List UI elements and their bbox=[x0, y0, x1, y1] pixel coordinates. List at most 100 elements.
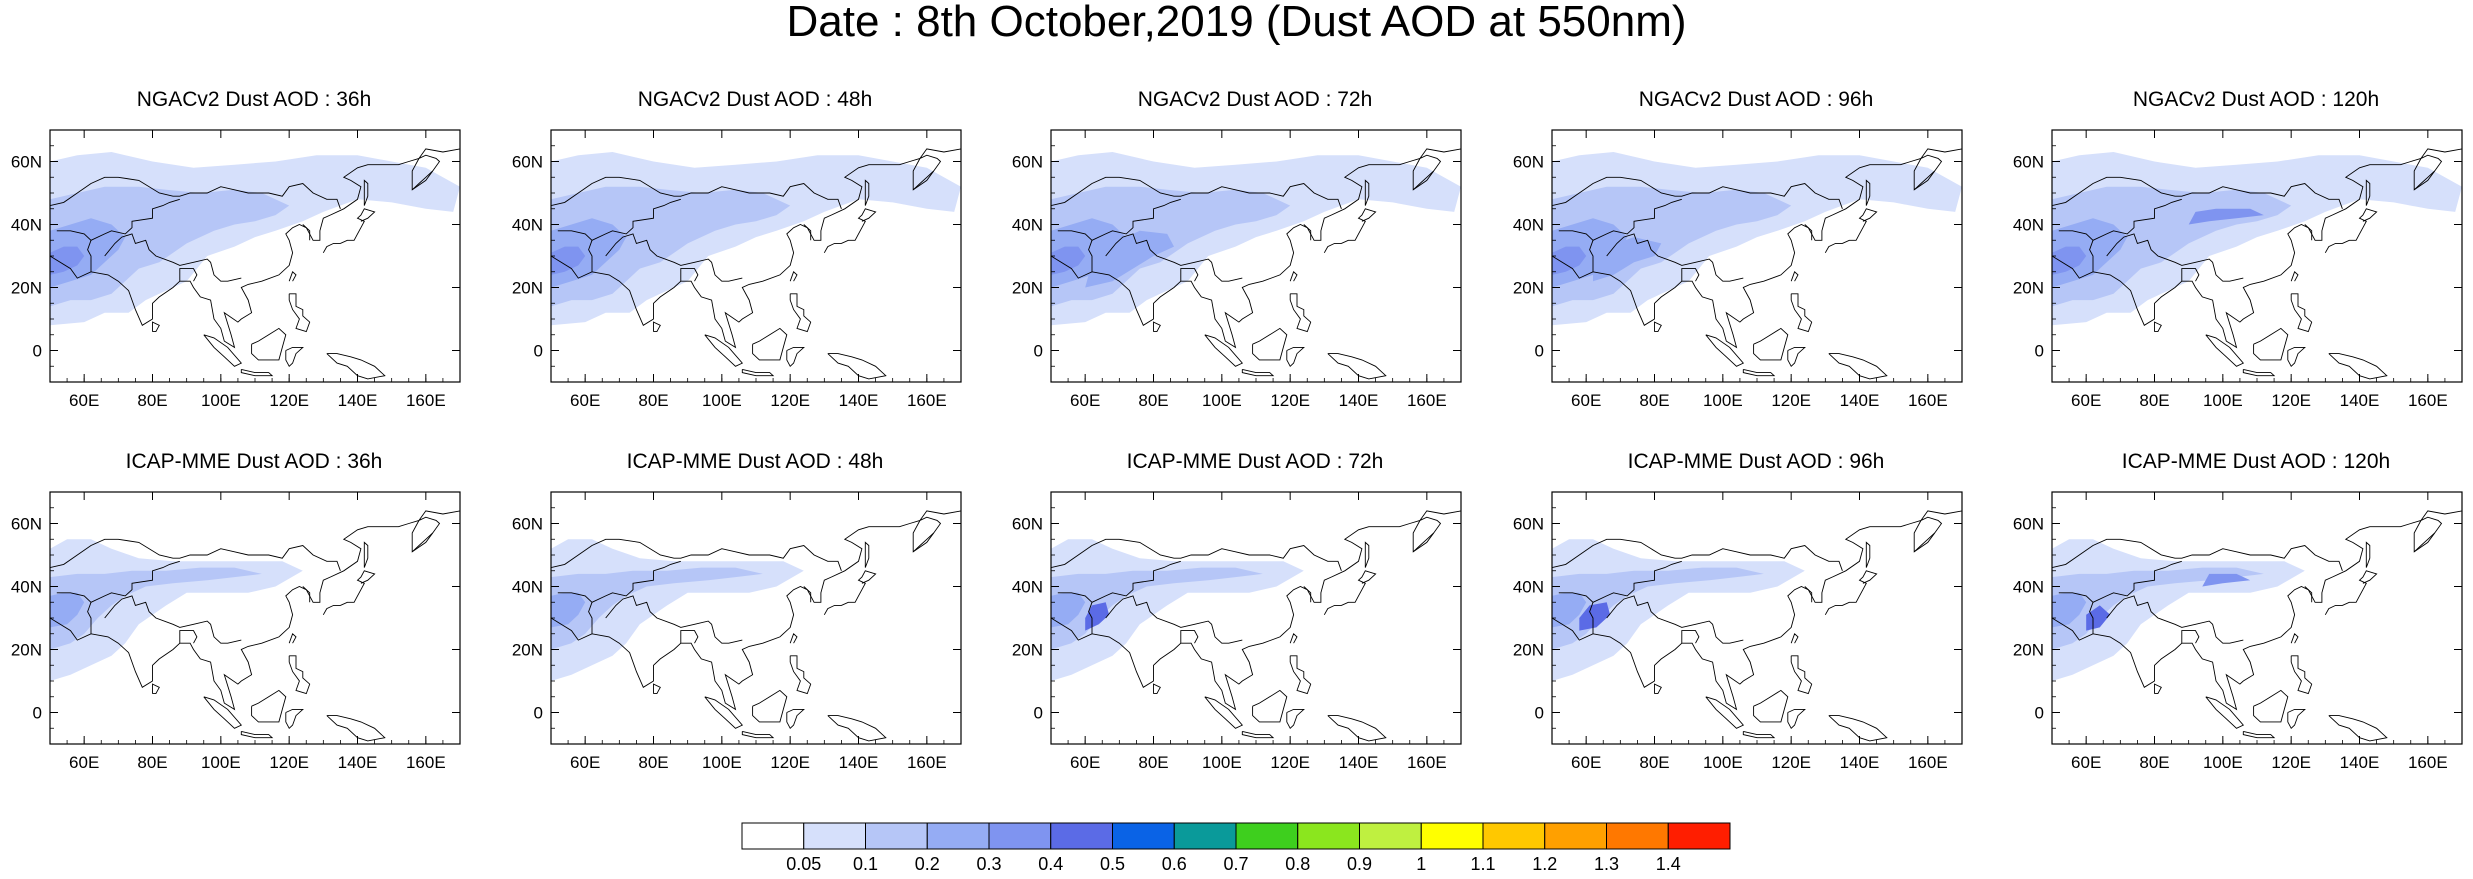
coastline bbox=[704, 334, 744, 367]
dust-aod-field bbox=[2052, 246, 2087, 275]
coastline bbox=[1323, 208, 1377, 254]
dust-aod-field bbox=[2086, 605, 2111, 631]
colorbar-graphic: 0.05 0.1 0.2 0.3 0.4 0.5 0.6 0.7 0.8 0.9 1 1.1 1.2 1.… bbox=[741, 822, 1731, 874]
coastline bbox=[240, 368, 274, 377]
map-content bbox=[2052, 148, 2462, 380]
map-content bbox=[551, 148, 961, 380]
y-tick-label: 40N bbox=[512, 216, 543, 235]
coastline bbox=[2205, 334, 2245, 367]
coastline bbox=[1252, 689, 1288, 723]
coastline bbox=[87, 602, 92, 634]
coastline bbox=[251, 689, 287, 723]
coastline bbox=[1753, 327, 1789, 361]
x-tick-label: 100E bbox=[2203, 391, 2243, 410]
coastline bbox=[1913, 170, 1936, 191]
coastline bbox=[1654, 321, 1662, 333]
y-tick-label: 40N bbox=[11, 578, 42, 597]
map-panel: NGACv2 Dust AOD : 120h 60E 80E 100E 120E 140E… bbox=[2006, 88, 2473, 418]
coastline bbox=[1828, 715, 1888, 742]
map-svg: 60E 80E 100E 120E 140E 160E 0 20N 40N 60N bbox=[1012, 491, 1462, 772]
coastline bbox=[2290, 293, 2313, 333]
x-tick-label: 60E bbox=[69, 753, 99, 772]
map-panel: ICAP-MME Dust AOD : 72h 60E 80E 100E 120E 140… bbox=[1005, 450, 1505, 780]
coastline bbox=[1787, 346, 1806, 368]
panel-title: NGACv2 Dust AOD : 120h bbox=[2132, 88, 2380, 111]
coastline bbox=[1088, 602, 1093, 634]
x-tick-label: 80E bbox=[2139, 391, 2169, 410]
coastline bbox=[680, 268, 699, 282]
dust-aod-field bbox=[1085, 602, 1110, 631]
coastline bbox=[1289, 293, 1312, 333]
y-tick-label: 20N bbox=[512, 279, 543, 298]
y-tick-label: 60N bbox=[11, 515, 42, 534]
coastline bbox=[240, 730, 274, 739]
y-tick-label: 60N bbox=[2013, 153, 2044, 172]
coastline bbox=[2181, 268, 2200, 282]
dust-aod-field bbox=[50, 218, 126, 288]
coastline bbox=[2106, 233, 2244, 282]
y-tick-label: 0 bbox=[534, 704, 543, 723]
y-tick-label: 20N bbox=[1513, 279, 1544, 298]
colorbar-label: 0.9 bbox=[1347, 854, 1372, 874]
x-tick-label: 60E bbox=[1070, 753, 1100, 772]
coastline bbox=[1204, 696, 1244, 729]
map-svg: 60E 80E 100E 120E 140E 160E 0 20N 40N 60N bbox=[2013, 129, 2463, 410]
map-svg: 60E 80E 100E 120E 140E 160E 0 20N 40N 60N bbox=[11, 491, 461, 772]
x-tick-label: 100E bbox=[702, 753, 742, 772]
y-tick-label: 20N bbox=[11, 641, 42, 660]
coastline bbox=[912, 170, 935, 191]
y-tick-label: 60N bbox=[512, 515, 543, 534]
coastline bbox=[823, 208, 877, 254]
map-content bbox=[1552, 510, 1962, 742]
coastline bbox=[1552, 538, 1843, 571]
coastline bbox=[1051, 538, 1342, 571]
x-tick-label: 120E bbox=[2271, 391, 2311, 410]
dust-aod-field bbox=[2052, 567, 2264, 650]
coastline bbox=[827, 353, 887, 380]
coastline bbox=[50, 510, 460, 711]
map-content bbox=[2052, 510, 2462, 742]
x-tick-label: 140E bbox=[1339, 391, 1379, 410]
panel-title: ICAP-MME Dust AOD : 48h bbox=[626, 450, 884, 473]
colorbar-swatch bbox=[1235, 822, 1299, 850]
coastline bbox=[288, 293, 311, 333]
coastline bbox=[1289, 655, 1312, 695]
dust-aod-field bbox=[1051, 246, 1086, 275]
coastline bbox=[653, 683, 661, 695]
coastline bbox=[2328, 715, 2388, 742]
coastline bbox=[789, 293, 812, 333]
coastline bbox=[2287, 708, 2306, 730]
coastline bbox=[1705, 334, 1745, 367]
y-tick-label: 0 bbox=[33, 342, 42, 361]
map-frame: 60E 80E 100E 120E 140E 160E 0 20N 40N 60N bbox=[4, 116, 504, 416]
coastline bbox=[1558, 198, 1682, 241]
dust-aod-field bbox=[50, 592, 85, 628]
dust-aod-field bbox=[551, 246, 586, 275]
coastline bbox=[741, 730, 775, 739]
y-tick-label: 0 bbox=[1034, 342, 1043, 361]
coastline bbox=[179, 630, 198, 644]
coastline bbox=[203, 696, 243, 729]
coastline bbox=[322, 208, 376, 254]
x-tick-label: 100E bbox=[201, 391, 241, 410]
coastline bbox=[2242, 368, 2276, 377]
y-tick-label: 60N bbox=[1513, 515, 1544, 534]
dust-aod-field bbox=[551, 567, 763, 650]
y-tick-label: 40N bbox=[1012, 578, 1043, 597]
x-tick-label: 140E bbox=[839, 391, 879, 410]
x-tick-label: 60E bbox=[570, 391, 600, 410]
coastline bbox=[789, 271, 798, 282]
coastline bbox=[2413, 532, 2436, 553]
y-tick-label: 0 bbox=[534, 342, 543, 361]
colorbar-swatch bbox=[1173, 822, 1237, 850]
dust-aod-field bbox=[1552, 246, 1587, 275]
x-tick-label: 120E bbox=[1771, 391, 1811, 410]
dust-aod-field bbox=[1051, 592, 1086, 628]
coastline bbox=[605, 233, 743, 282]
coastline bbox=[322, 570, 376, 616]
coastline bbox=[2052, 148, 2462, 349]
x-tick-label: 100E bbox=[1202, 753, 1242, 772]
x-tick-label: 100E bbox=[702, 391, 742, 410]
x-tick-label: 60E bbox=[1571, 753, 1601, 772]
coastline bbox=[1241, 730, 1275, 739]
